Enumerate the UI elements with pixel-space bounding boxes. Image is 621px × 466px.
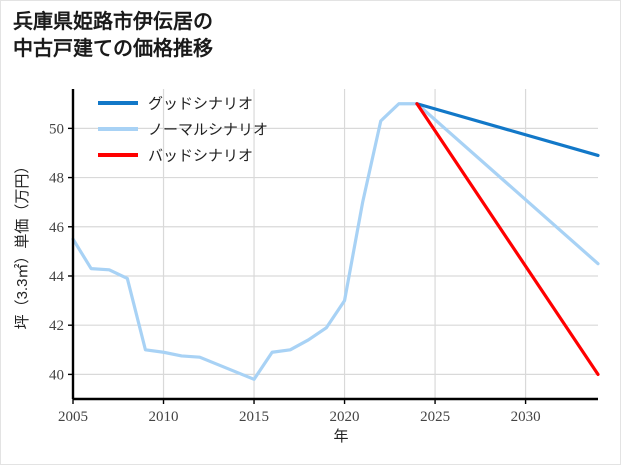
x-tick-label: 2030 — [511, 409, 541, 425]
series-line-forecast — [415, 102, 600, 158]
data-series-group — [71, 102, 600, 381]
x-tick-label: 2015 — [239, 409, 269, 425]
x-axis-ticks: 2005 2010 2015 2020 2025 2030 — [58, 399, 541, 425]
x-tick-label: 2020 — [330, 409, 360, 425]
legend-label: ノーマルシナリオ — [148, 122, 268, 139]
page-title: 兵庫県姫路市伊伝居の 中古戸建ての価格推移 — [13, 11, 213, 60]
y-tick-label: 40 — [49, 367, 64, 383]
x-axis-title: 年 — [333, 428, 348, 445]
y-tick-label: 46 — [49, 220, 65, 236]
x-tick-label: 2025 — [420, 409, 450, 425]
vertical-gridlines — [162, 89, 527, 399]
horizontal-gridlines — [73, 127, 598, 375]
series-line-history — [71, 102, 419, 381]
y-axis-title: 坪（3.3㎡）単価（万円） — [14, 159, 31, 330]
series-line-forecast — [415, 102, 600, 266]
series-line-forecast — [415, 102, 600, 376]
y-tick-label: 48 — [49, 171, 64, 187]
y-tick-label: 50 — [49, 121, 64, 137]
y-tick-label: 42 — [49, 318, 64, 334]
x-tick-label: 2005 — [58, 409, 88, 425]
legend-label: バッドシナリオ — [148, 148, 253, 165]
legend-label: グッドシナリオ — [148, 96, 253, 113]
y-axis-ticks: 40 42 44 46 48 50 — [49, 121, 73, 383]
x-tick-label: 2010 — [149, 409, 179, 425]
y-tick-label: 44 — [49, 269, 65, 285]
